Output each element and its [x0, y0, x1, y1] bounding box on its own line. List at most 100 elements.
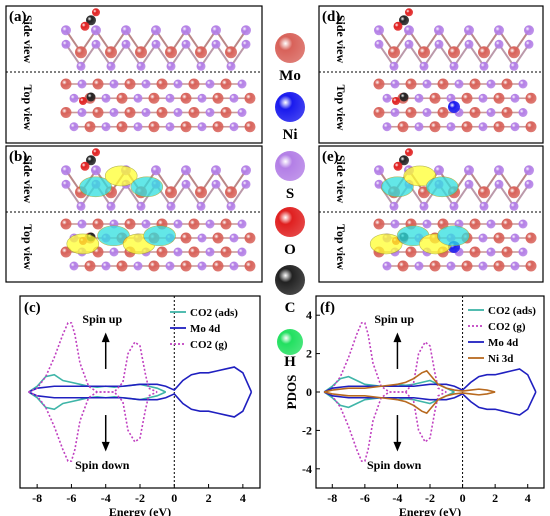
s-atom [77, 108, 87, 117]
mo-atom [135, 46, 147, 59]
mo-atom [501, 246, 513, 258]
s-atom [241, 25, 251, 36]
side-view-label: Side view [334, 155, 348, 204]
x-axis-label: Energy (eV) [109, 505, 171, 516]
s-atom [486, 108, 496, 117]
pdos-chart-f: -8 -6 -4 -2 0 2 4 -4 -2 0 2 4 Energy (eV) PDOS (f) Spin… [284, 295, 545, 516]
s-atom [141, 79, 151, 89]
series-line-spin-up [28, 322, 158, 393]
legend-entry: CO2 (g) [190, 339, 228, 351]
mo-atom [461, 260, 473, 272]
s-atom [165, 122, 175, 132]
s-atom [446, 93, 456, 103]
mo-atom [469, 218, 481, 230]
charge-depletion [143, 225, 176, 247]
side-view-label: Side view [21, 15, 35, 64]
s-atom [486, 79, 496, 89]
s-atom [229, 122, 239, 132]
mo-atom [525, 92, 537, 104]
mo-atom [124, 78, 136, 90]
spin-up-arrowhead [101, 332, 110, 343]
mo-atom [429, 92, 441, 104]
top-view-label: Top view [21, 85, 35, 131]
o-legend-ball [275, 207, 305, 237]
mo-atom [373, 218, 385, 230]
s-atom [510, 93, 520, 103]
series-line-spin-down [323, 391, 537, 416]
y-tick-label: 0 [306, 385, 312, 399]
s-atom [173, 108, 183, 117]
s-atom [211, 165, 221, 176]
charge-depletion [79, 176, 112, 198]
s-atom [106, 61, 116, 71]
panel-letter: (f) [320, 300, 335, 316]
mo-atom [124, 107, 136, 118]
s-atom [165, 93, 175, 103]
s-atom [121, 25, 131, 36]
s-atom [151, 25, 161, 36]
s-atom [61, 25, 71, 36]
spin-down-label: Spin down [75, 458, 130, 472]
mo-atom [469, 107, 481, 118]
s-atom [486, 247, 496, 257]
h-legend-ball [277, 329, 303, 355]
mo-atom [405, 78, 417, 90]
o-atom [392, 97, 400, 105]
legend-entry: Mo 4d [190, 323, 220, 335]
legend-label-s: S [286, 186, 294, 202]
s-atom [101, 261, 111, 271]
s-atom [382, 122, 392, 132]
x-tick-label: -4 [392, 491, 402, 505]
s-atom [390, 219, 400, 229]
mo-atom [388, 46, 400, 59]
s-atom [494, 179, 504, 189]
s-atom [211, 25, 221, 36]
mo-atom [148, 92, 160, 104]
mo-atom [156, 107, 168, 118]
s-legend-ball [275, 151, 305, 181]
s-atom [494, 39, 504, 49]
s-atom [509, 201, 519, 211]
panel-frame [5, 145, 263, 283]
s-atom [237, 79, 247, 89]
s-atom [478, 93, 488, 103]
charge-accumulation [403, 165, 437, 187]
panel-frame [318, 5, 544, 144]
mo-atom [92, 107, 104, 118]
s-atom [133, 93, 143, 103]
s-atom [197, 233, 207, 243]
s-atom [518, 247, 528, 257]
mo-atom [429, 260, 441, 272]
s-atom [181, 39, 191, 49]
mo-atom [84, 260, 96, 272]
mo-atom [244, 92, 256, 104]
legend-label-mo: Mo [279, 68, 301, 84]
s-atom [419, 61, 429, 71]
s-atom [229, 93, 239, 103]
s-atom [524, 165, 534, 176]
s-atom [69, 93, 79, 103]
s-atom [524, 179, 534, 189]
top-view-lattice [60, 218, 256, 272]
s-atom [226, 201, 236, 211]
s-atom [524, 39, 534, 49]
mo-atom [212, 92, 224, 104]
charge-density-isosurface [66, 165, 176, 255]
s-atom [389, 61, 399, 71]
spin-up-label: Spin up [374, 312, 414, 326]
mo-atom [188, 78, 200, 90]
x-tick-label: -2 [425, 491, 435, 505]
x-tick-label: -6 [66, 491, 76, 505]
y-axis-label: PDOS [0, 375, 3, 410]
s-atom [106, 201, 116, 211]
mo-atom [195, 186, 207, 199]
mo-atom [220, 218, 232, 230]
mo-atom [225, 46, 237, 59]
s-atom [205, 219, 215, 229]
panel-letter: (a) [9, 9, 27, 25]
s-atom [173, 79, 183, 89]
mo-atom [437, 78, 449, 90]
ni-atom [448, 101, 460, 113]
panel-b: (b)Side view Top view [5, 145, 263, 283]
s-atom [226, 61, 236, 71]
